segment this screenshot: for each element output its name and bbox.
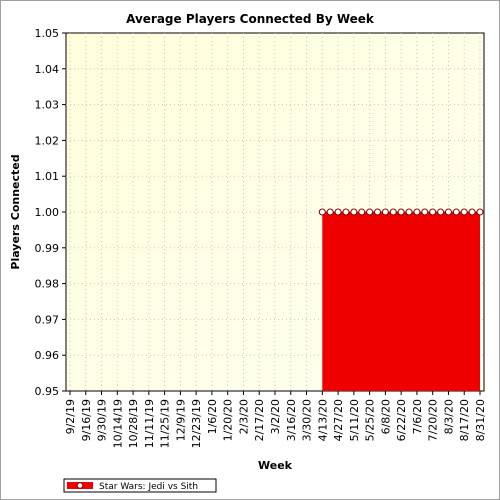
x-axis-ticks: 9/2/19 9/16/19 9/30/19 10/14/19 10/28/19 11/1… [64,391,487,448]
x-tick-label: 12/9/19 [174,399,187,441]
x-tick-label: 3/2/20 [269,399,282,434]
x-tick-label: 8/31/20 [474,399,487,441]
x-tick-label: 10/28/19 [127,399,140,448]
x-tick-label: 6/8/20 [379,399,392,434]
y-tick-label: 0.99 [35,242,60,255]
x-tick-label: 9/30/19 [96,399,109,441]
y-tick-label: 1.05 [35,27,60,40]
y-tick-label: 0.95 [35,385,60,398]
y-tick-label: 1.02 [35,134,60,147]
x-tick-label: 9/2/19 [64,399,77,434]
x-tick-label: 10/14/19 [111,399,124,448]
data-point [460,208,468,216]
y-tick-label: 0.97 [35,313,60,326]
legend-label: Star Wars: Jedi vs Sith [99,482,198,492]
legend-box [63,478,217,493]
data-point [421,208,429,216]
x-tick-label: 1/20/20 [222,399,235,441]
x-tick-label: 8/17/20 [458,399,471,441]
x-tick-label: 3/16/20 [285,399,298,441]
x-tick-label: 4/13/20 [316,399,329,441]
x-tick-label: 9/16/19 [80,399,93,441]
data-point [350,208,358,216]
x-tick-label: 1/6/20 [206,399,219,434]
data-point [468,208,476,216]
x-tick-label: 2/17/20 [253,399,266,441]
data-point [405,208,413,216]
y-tick-label: 0.96 [35,349,60,362]
series-group [318,208,484,391]
x-tick-label: 7/20/20 [427,399,440,441]
data-point [444,208,452,216]
chart-title: Average Players Connected By Week [126,12,375,26]
data-point [342,208,350,216]
x-axis-label: Week [258,459,293,472]
series-area [322,212,480,391]
data-point [389,208,397,216]
legend: Star Wars: Jedi vs Sith [63,478,217,493]
x-tick-label: 8/3/20 [442,399,455,434]
x-tick-label: 7/6/20 [411,399,424,434]
y-axis-label: Players Connected [9,154,22,269]
x-tick-label: 3/30/20 [301,399,314,441]
data-point [358,208,366,216]
x-tick-label: 5/25/20 [364,399,377,441]
y-tick-label: 1.01 [35,170,60,183]
x-tick-label: 6/22/20 [395,399,408,441]
data-point [452,208,460,216]
data-point [437,208,445,216]
y-tick-label: 1.04 [35,63,60,76]
x-tick-label: 5/11/20 [348,399,361,441]
data-point [381,208,389,216]
data-point [318,208,326,216]
data-point [413,208,421,216]
data-point [326,208,334,216]
y-axis-ticks: 1.05 1.04 1.03 1.02 1.01 1.00 0.99 0.98 0.97 0.96… [35,27,66,398]
x-tick-label: 12/23/19 [190,399,203,448]
data-point [476,208,484,216]
data-point [374,208,381,216]
data-point [334,208,342,216]
x-tick-label: 4/27/20 [332,399,345,441]
y-tick-label: 1.00 [35,206,60,219]
y-tick-label: 1.03 [35,99,60,112]
legend-marker [76,482,84,489]
data-point [366,208,374,216]
x-tick-label: 2/3/20 [237,399,250,434]
data-point [397,208,405,216]
y-tick-label: 0.98 [35,278,60,291]
data-point [429,208,437,216]
x-tick-label: 11/25/19 [159,399,172,448]
x-tick-label: 11/11/19 [143,399,156,448]
